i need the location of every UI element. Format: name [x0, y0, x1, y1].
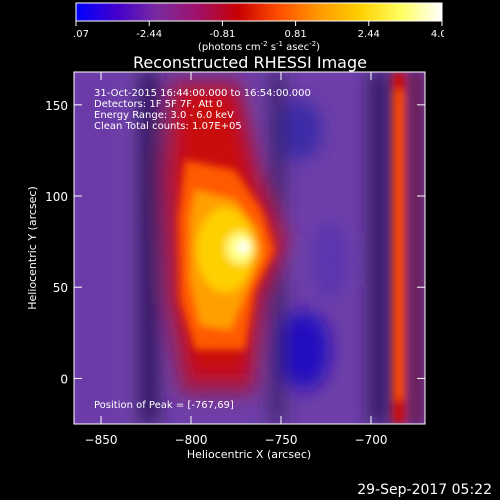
y-axis-ticks: 0 50 100 150 [45, 99, 425, 386]
x-tick-label: −850 [85, 433, 118, 447]
colorbar-unit-label: (photons cm-2 s-1 asec-2) [198, 40, 320, 53]
y-tick-label: 0 [60, 372, 68, 386]
x-axis-label: Heliocentric X (arcsec) [187, 448, 311, 461]
colorbar-tick-label: 0.81 [284, 29, 306, 40]
x-axis-ticks: −850 −800 −750 −700 [85, 72, 388, 447]
plot-title: Reconstructed RHESSI Image [133, 53, 367, 72]
x-tick-label: −700 [355, 433, 388, 447]
colorbar-tick-label: -2.44 [136, 29, 162, 40]
colorbar-tick-label: -4.07 [74, 29, 89, 40]
y-tick-label: 100 [45, 190, 68, 204]
image-plot-svg: Reconstructed RHESSI Image [26, 53, 426, 461]
y-axis-label: Heliocentric Y (arcsec) [26, 186, 39, 310]
colorbar: -4.07 -2.44 -0.81 0.81 2.44 4.07 (photons cm-… [74, 0, 444, 56]
rhessi-image [74, 72, 425, 424]
colorbar-tick-label: 4.07 [431, 29, 444, 40]
info-line: 31-Oct-2015 16:44:00.000 to 16:54:00.000 [94, 88, 311, 99]
info-line: Energy Range: 3.0 - 6.0 keV [94, 110, 234, 121]
colorbar-gradient [75, 2, 443, 22]
y-tick-label: 50 [53, 281, 68, 295]
colorbar-ticks: -4.07 -2.44 -0.81 0.81 2.44 4.07 [74, 21, 444, 40]
x-tick-label: −750 [265, 433, 298, 447]
x-tick-label: −800 [175, 433, 208, 447]
colorbar-tick-label: 2.44 [358, 29, 380, 40]
footer-timestamp: 29-Sep-2017 05:22 [357, 482, 492, 498]
peak-position-text: Position of Peak = [-767,69] [94, 400, 234, 411]
colorbar-tick-label: -0.81 [209, 29, 235, 40]
colorbar-svg: -4.07 -2.44 -0.81 0.81 2.44 4.07 (photons cm-… [74, 2, 444, 53]
info-line: Detectors: 1F 5F 7F, Att 0 [94, 99, 222, 110]
y-tick-label: 150 [45, 99, 68, 113]
plot-frame [73, 71, 426, 425]
info-line: Clean Total counts: 1.07E+05 [94, 121, 242, 132]
info-block: 31-Oct-2015 16:44:00.000 to 16:54:00.000… [94, 88, 311, 132]
image-plot: Reconstructed RHESSI Image [0, 50, 500, 470]
